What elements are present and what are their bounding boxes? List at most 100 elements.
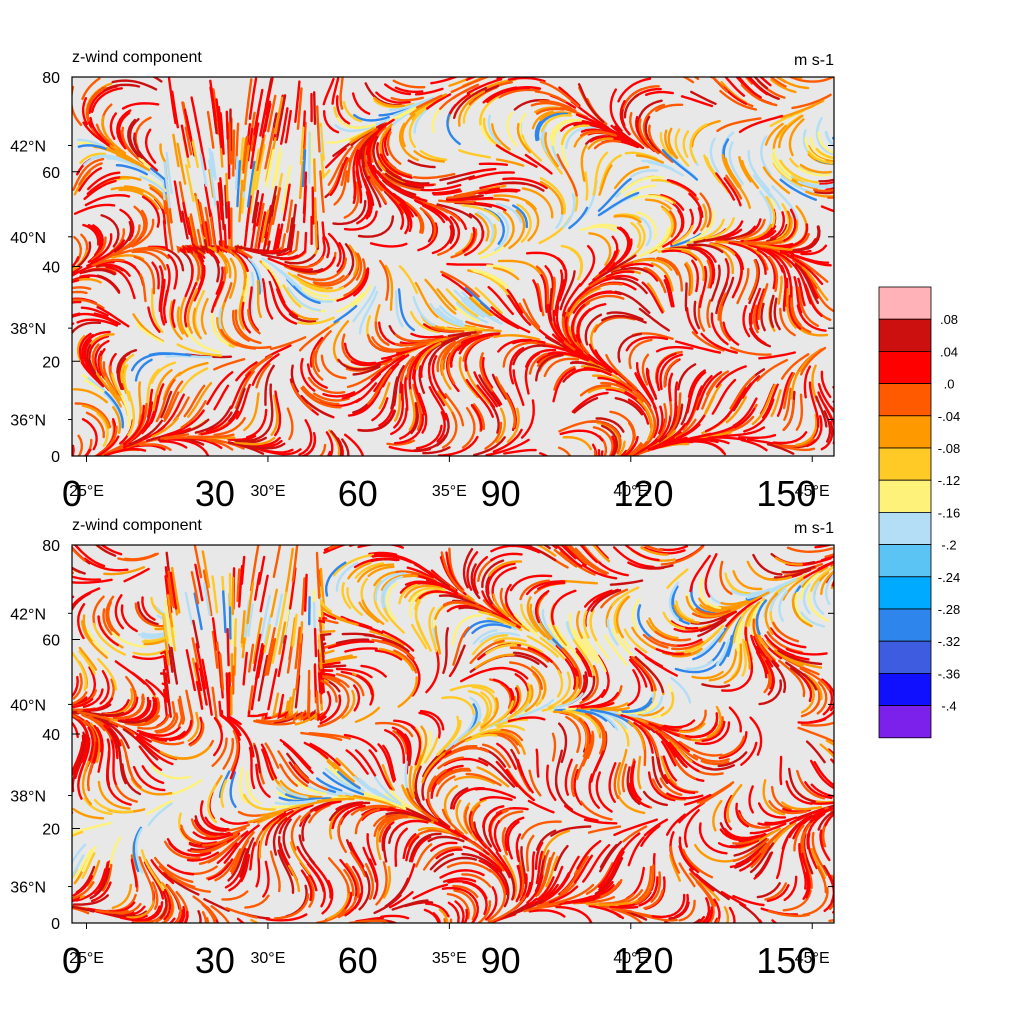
streamline bbox=[579, 545, 599, 564]
streamline bbox=[593, 545, 609, 560]
streamline bbox=[648, 161, 684, 177]
streamline bbox=[801, 266, 829, 301]
streamline bbox=[669, 854, 681, 882]
streamline bbox=[115, 164, 148, 176]
streamline bbox=[464, 733, 498, 743]
streamline bbox=[790, 371, 800, 400]
streamline bbox=[564, 658, 577, 690]
streamline bbox=[534, 841, 544, 870]
streamline bbox=[624, 184, 657, 197]
streamline bbox=[634, 656, 665, 694]
streamline bbox=[269, 383, 274, 427]
streamline bbox=[418, 711, 441, 739]
streamline bbox=[189, 213, 199, 247]
streamline bbox=[279, 231, 308, 261]
streamline bbox=[551, 732, 557, 762]
streamline bbox=[561, 676, 579, 705]
streamline bbox=[223, 833, 249, 864]
streamline bbox=[188, 716, 204, 746]
streamline bbox=[669, 845, 681, 874]
streamline bbox=[91, 258, 125, 267]
streamline bbox=[88, 335, 109, 360]
streamline bbox=[740, 159, 760, 190]
streamline bbox=[72, 312, 81, 317]
streamline bbox=[133, 137, 149, 163]
streamline bbox=[439, 869, 485, 879]
streamline bbox=[710, 264, 721, 302]
streamline bbox=[685, 261, 694, 295]
streamline bbox=[213, 417, 246, 437]
streamline bbox=[489, 730, 526, 755]
streamline bbox=[677, 363, 697, 391]
streamline bbox=[477, 558, 495, 582]
streamline bbox=[461, 299, 485, 318]
streamline bbox=[314, 800, 342, 812]
streamline bbox=[261, 100, 271, 139]
streamline bbox=[327, 232, 342, 267]
streamline bbox=[417, 730, 433, 771]
streamline bbox=[450, 787, 469, 810]
streamline bbox=[264, 638, 274, 677]
streamline bbox=[154, 627, 170, 666]
streamline bbox=[395, 337, 442, 347]
streamline bbox=[77, 241, 92, 267]
streamline bbox=[219, 112, 225, 155]
streamline bbox=[275, 94, 287, 141]
streamline bbox=[797, 166, 830, 177]
streamline bbox=[141, 195, 161, 228]
streamline bbox=[247, 685, 254, 715]
streamline bbox=[487, 895, 526, 923]
streamline bbox=[557, 446, 572, 456]
streamline bbox=[210, 281, 225, 313]
streamline bbox=[253, 719, 296, 726]
streamline bbox=[257, 211, 267, 250]
streamline bbox=[162, 247, 185, 272]
streamline bbox=[259, 90, 271, 137]
lon-label: 30°E bbox=[251, 483, 286, 500]
streamline bbox=[824, 130, 834, 148]
streamline bbox=[665, 813, 686, 836]
streamline bbox=[629, 112, 649, 149]
streamline bbox=[136, 726, 181, 737]
streamline bbox=[458, 721, 481, 742]
streamline bbox=[487, 847, 511, 879]
streamline bbox=[638, 118, 660, 155]
streamline bbox=[687, 369, 706, 398]
streamline bbox=[719, 634, 734, 667]
streamline bbox=[309, 864, 326, 908]
streamline bbox=[177, 361, 209, 377]
streamline bbox=[369, 242, 408, 248]
streamline bbox=[324, 694, 342, 723]
streamline bbox=[559, 270, 576, 311]
streamline bbox=[572, 290, 613, 314]
streamline bbox=[485, 886, 498, 921]
streamline bbox=[138, 443, 172, 451]
streamline bbox=[373, 97, 406, 108]
streamline bbox=[473, 371, 498, 408]
streamline bbox=[565, 545, 587, 565]
streamline bbox=[77, 434, 84, 456]
streamline bbox=[478, 162, 509, 166]
streamline bbox=[220, 709, 242, 737]
lon-label: 25°E bbox=[69, 950, 104, 967]
streamline bbox=[626, 440, 649, 456]
streamline bbox=[704, 383, 722, 414]
streamline bbox=[568, 689, 606, 709]
streamline bbox=[208, 159, 217, 207]
streamline bbox=[792, 225, 820, 252]
streamline bbox=[536, 881, 577, 908]
streamline bbox=[398, 583, 419, 605]
streamline bbox=[435, 848, 463, 860]
streamline bbox=[443, 746, 489, 759]
streamline bbox=[715, 172, 736, 201]
streamline bbox=[331, 77, 340, 105]
streamline bbox=[769, 294, 775, 328]
streamline bbox=[139, 732, 168, 742]
streamline bbox=[624, 151, 658, 160]
streamline bbox=[201, 833, 239, 847]
streamline bbox=[583, 589, 613, 608]
streamline bbox=[665, 744, 697, 780]
streamline bbox=[492, 678, 514, 703]
streamline bbox=[311, 860, 332, 894]
streamline bbox=[265, 216, 274, 246]
